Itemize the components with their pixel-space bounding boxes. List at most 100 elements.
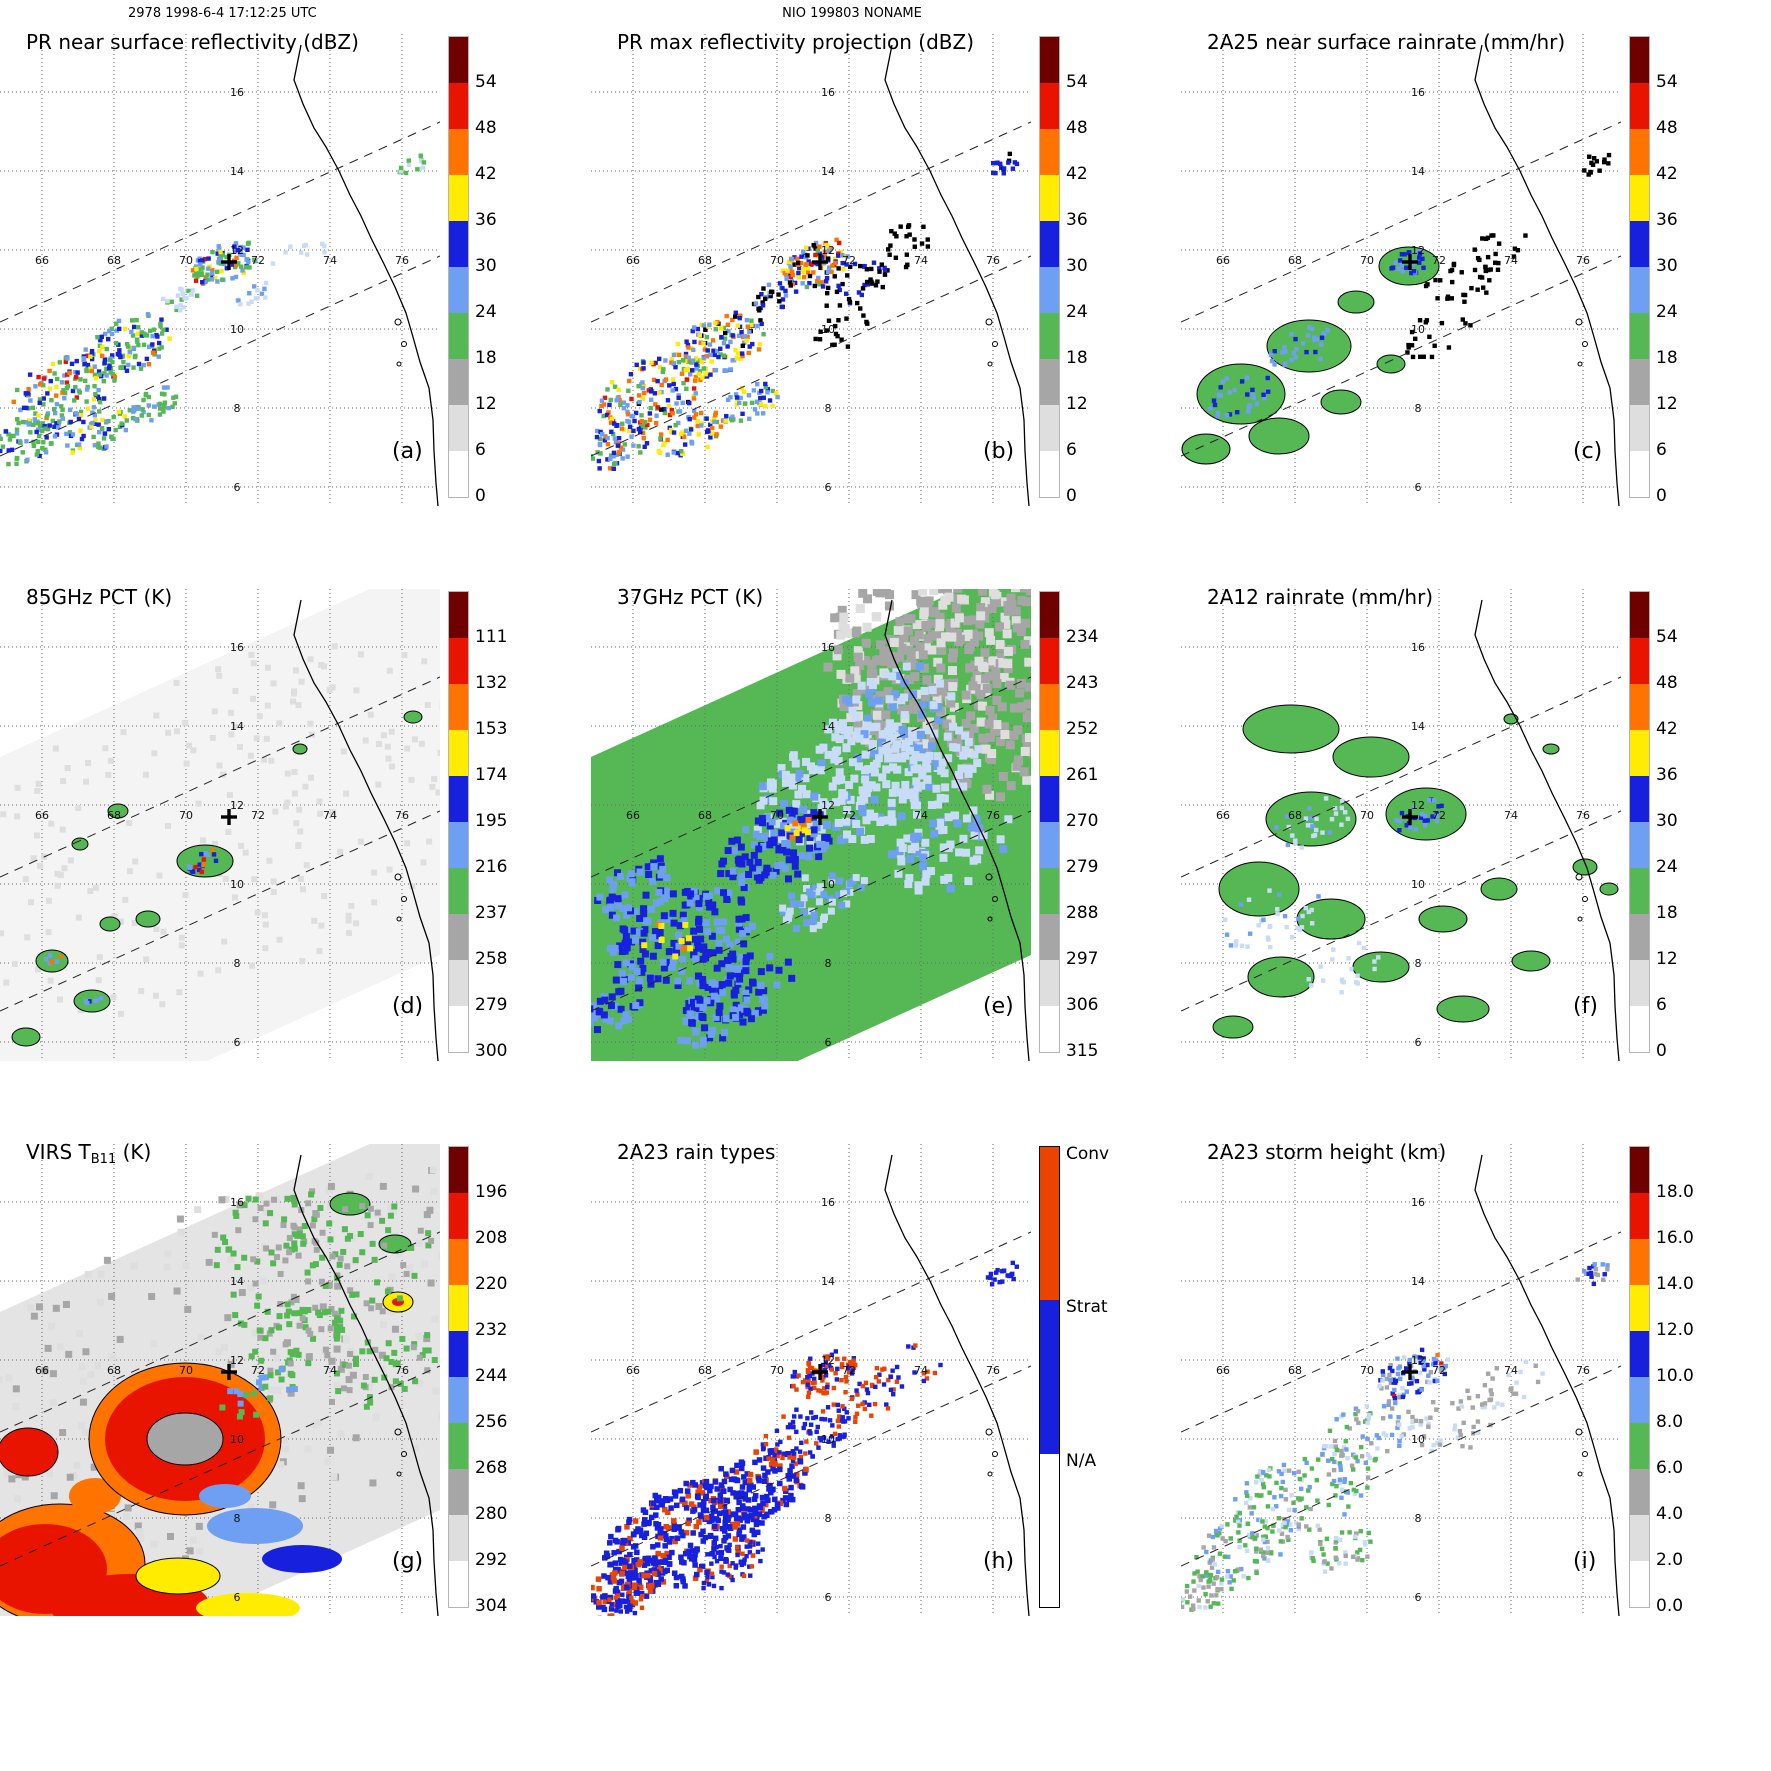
lat-tick-label: 8 — [1415, 402, 1422, 415]
lat-tick-label: 12 — [230, 1354, 244, 1367]
colorbar-bar — [1629, 36, 1650, 498]
data-blob — [0, 1427, 59, 1477]
data-blob — [199, 1484, 251, 1508]
lat-tick-label: 12 — [821, 244, 835, 257]
colorbar-bar — [1629, 591, 1650, 1053]
panel-title: 85GHz PCT (K) — [26, 585, 172, 609]
colorbar-tick-label: 36 — [1656, 210, 1678, 230]
data-blob — [1542, 743, 1560, 755]
lon-tick-label: 68 — [698, 254, 712, 267]
colorbar-tick-label: 208 — [475, 1228, 508, 1248]
lat-tick-label: 6 — [1415, 1036, 1422, 1049]
colorbar-segment — [449, 1469, 468, 1515]
data-blob — [11, 1027, 41, 1047]
swath-edge-line — [0, 255, 440, 457]
island — [1582, 896, 1588, 902]
panel-title-text: 2A23 rain types — [617, 1140, 776, 1164]
data-blob — [1247, 956, 1315, 998]
colorbar-tick-label: 18 — [1066, 348, 1088, 368]
lat-tick-label: 12 — [821, 1354, 835, 1367]
orbit-datetime-label: 2978 1998-6-4 17:12:25 UTC — [128, 6, 317, 21]
lon-tick-label: 70 — [179, 1364, 193, 1377]
colorbar-tick-label: 18 — [475, 348, 497, 368]
map-canvas: 66 68 70 72 74 76 16 14 12 10 8 6 (d) — [0, 589, 440, 1061]
island — [1582, 1451, 1588, 1457]
colorbar-tick-label: 24 — [1656, 857, 1678, 877]
panel-title: PR max reflectivity projection (dBZ) — [617, 30, 974, 54]
map-tick-labels: 66 68 70 72 74 76 16 14 12 10 8 6 — [626, 86, 1000, 494]
colorbar-segment — [1040, 1147, 1059, 1301]
lat-tick-label: 14 — [1411, 165, 1425, 178]
storm-center-marker — [1402, 1364, 1418, 1380]
panel-37ghz-pct: 37GHz PCT (K) 66 68 70 72 74 76 16 14 12 10 8 6 (e) 23… — [591, 583, 1181, 1138]
map-tick-labels: 66 68 70 72 74 76 16 14 12 10 8 6 — [1216, 1196, 1590, 1604]
lat-tick-label: 16 — [1411, 641, 1425, 654]
lat-tick-label: 12 — [1411, 244, 1425, 257]
colorbar-tick-label: 54 — [1066, 72, 1088, 92]
colorbar-segment — [1040, 1006, 1059, 1052]
coastline — [293, 44, 439, 506]
island — [396, 916, 402, 922]
lon-tick-label: 76 — [395, 254, 409, 267]
lat-tick-label: 14 — [821, 165, 835, 178]
lon-tick-label: 70 — [770, 809, 784, 822]
coastline — [884, 599, 1030, 1061]
colorbar: 111 132 153 174 195 216 237 258 279 300 — [448, 591, 588, 1091]
colorbar-segment — [1040, 359, 1059, 405]
colorbar-tick-label: 220 — [475, 1274, 508, 1294]
colorbar-segment — [449, 175, 468, 221]
colorbar-tick-label: 16.0 — [1656, 1228, 1694, 1248]
island — [394, 318, 402, 326]
colorbar-segment — [1630, 1515, 1649, 1561]
island — [396, 1471, 402, 1477]
data-blob — [1418, 905, 1468, 933]
lat-tick-label: 10 — [230, 323, 244, 336]
map-tick-labels: 66 68 70 72 74 76 16 14 12 10 8 6 — [35, 86, 409, 494]
lon-tick-label: 76 — [1576, 809, 1590, 822]
colorbar-segment — [449, 313, 468, 359]
island — [401, 341, 407, 347]
panel-title-text: PR near surface reflectivity (dBZ) — [26, 30, 359, 54]
data-blob — [1320, 389, 1362, 415]
lon-tick-label: 66 — [35, 1364, 49, 1377]
colorbar-tick-label: 252 — [1066, 719, 1099, 739]
swath-edge-line — [1181, 1365, 1621, 1567]
colorbar-tick-label: 12 — [1066, 394, 1088, 414]
colorbar-segment — [449, 730, 468, 776]
lon-tick-label: 66 — [626, 254, 640, 267]
colorbar-segment — [1630, 175, 1649, 221]
lat-tick-label: 14 — [230, 720, 244, 733]
lon-tick-label: 74 — [914, 809, 928, 822]
lon-tick-label: 72 — [1432, 809, 1446, 822]
colorbar-tick-label: 36 — [1656, 765, 1678, 785]
colorbar-bar — [1629, 1146, 1650, 1608]
colorbar-tick-label: 24 — [1656, 302, 1678, 322]
colorbar-segment — [1630, 129, 1649, 175]
colorbar-bar — [1039, 591, 1060, 1053]
swath-edge-line — [591, 121, 1031, 323]
colorbar-tick-label: 18 — [1656, 903, 1678, 923]
colorbar-segment — [1040, 313, 1059, 359]
lat-tick-label: 8 — [825, 1512, 832, 1525]
colorbar-segment — [449, 1239, 468, 1285]
colorbar-segment — [1630, 1377, 1649, 1423]
colorbar-segment — [449, 83, 468, 129]
panel-title-text: VIRS T — [26, 1140, 91, 1164]
colorbar: 54 48 42 36 30 24 18 12 6 0 — [1629, 591, 1769, 1091]
lon-tick-label: 72 — [251, 254, 265, 267]
panel-title: 2A12 rainrate (mm/hr) — [1207, 585, 1433, 609]
storm-center-marker — [221, 809, 237, 825]
lon-tick-label: 72 — [251, 809, 265, 822]
coastline — [293, 599, 439, 1061]
colorbar-tick-label: 280 — [475, 1504, 508, 1524]
colorbar-tick-label: 4.0 — [1656, 1504, 1684, 1524]
colorbar-tick-label: 216 — [475, 857, 508, 877]
panel-letter: (a) — [392, 439, 423, 464]
lat-tick-label: 16 — [230, 641, 244, 654]
lon-tick-label: 74 — [1504, 1364, 1518, 1377]
island — [1577, 361, 1583, 367]
panel-letter: (f) — [1573, 994, 1598, 1019]
colorbar-segment — [1630, 960, 1649, 1006]
data-blob — [403, 710, 423, 724]
